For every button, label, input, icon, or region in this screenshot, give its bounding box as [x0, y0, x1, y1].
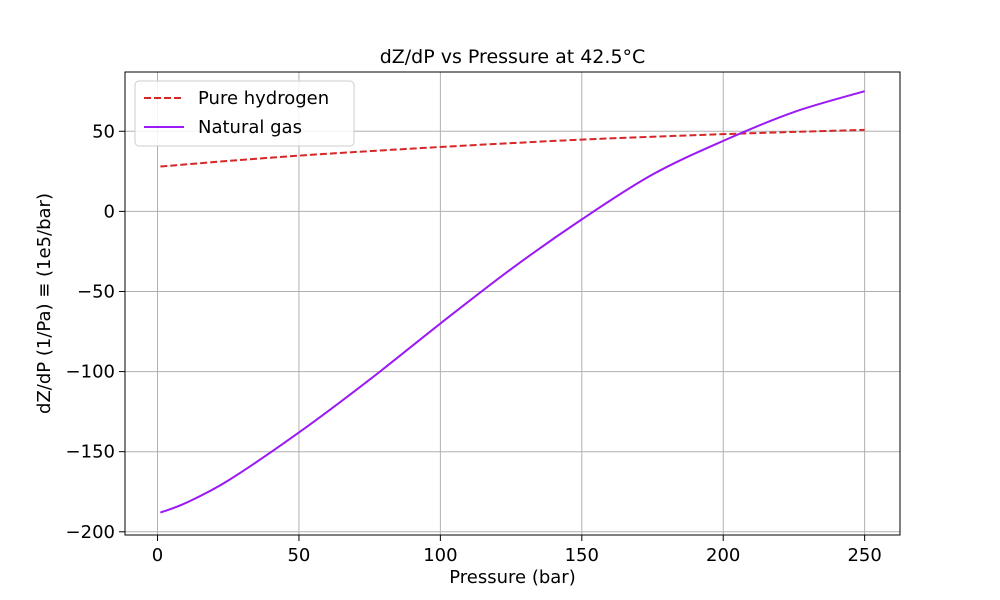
x-tick-label: 100 — [423, 545, 457, 566]
pure-hydrogen-series-line — [160, 128, 865, 168]
legend-label: Pure hydrogen — [198, 88, 329, 109]
y-tick-label: −50 — [77, 281, 115, 302]
y-tick-label: −200 — [66, 522, 115, 543]
y-tick-label: 50 — [92, 121, 115, 142]
x-tick-label: 150 — [565, 545, 599, 566]
x-tick-label: 50 — [287, 545, 310, 566]
legend: Pure hydrogen Natural gas — [134, 80, 355, 147]
legend-label: Natural gas — [198, 117, 302, 138]
legend-box — [134, 80, 355, 147]
series-layer — [160, 90, 865, 514]
x-tick-label: 250 — [847, 545, 881, 566]
chart-title: dZ/dP vs Pressure at 42.5°C — [380, 46, 646, 68]
y-tick-label: −150 — [66, 442, 115, 463]
ticks: 0 50 100 150 200 250 −200 −150 −100 −50 0 50 — [66, 121, 882, 566]
x-tick-label: 0 — [152, 545, 163, 566]
x-tick-label: 200 — [706, 545, 740, 566]
plot-frame — [124, 71, 901, 536]
natural-gas-series-line — [160, 90, 865, 514]
y-axis-title: dZ/dP (1/Pa) ≡ (1e5/bar) — [34, 193, 55, 414]
x-axis-title: Pressure (bar) — [449, 567, 575, 588]
y-tick-label: 0 — [104, 201, 115, 222]
grid — [125, 72, 900, 535]
y-tick-label: −100 — [66, 362, 115, 383]
